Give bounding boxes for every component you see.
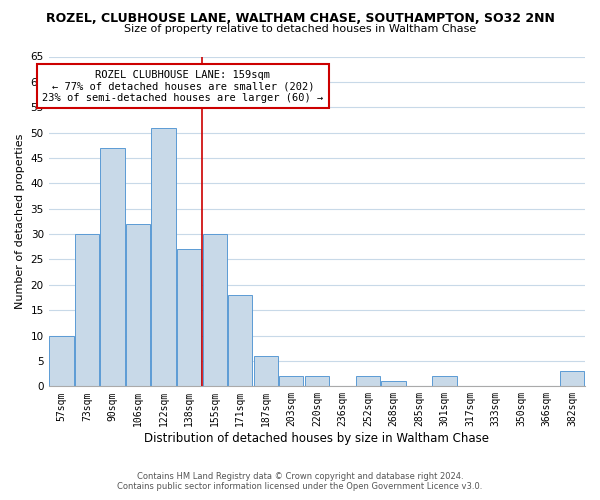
Y-axis label: Number of detached properties: Number of detached properties [15,134,25,309]
Bar [177,250,201,386]
Bar [382,382,406,386]
Text: Contains HM Land Registry data © Crown copyright and database right 2024.
Contai: Contains HM Land Registry data © Crown c… [118,472,482,491]
Text: ROZEL, CLUBHOUSE LANE, WALTHAM CHASE, SOUTHAMPTON, SO32 2NN: ROZEL, CLUBHOUSE LANE, WALTHAM CHASE, SO… [46,12,554,26]
Bar [126,224,150,386]
Bar [228,295,253,386]
Text: Size of property relative to detached houses in Waltham Chase: Size of property relative to detached ho… [124,24,476,34]
Bar [560,371,584,386]
Bar [305,376,329,386]
Bar [75,234,99,386]
Bar [433,376,457,386]
Bar [356,376,380,386]
Bar [279,376,304,386]
Text: ROZEL CLUBHOUSE LANE: 159sqm
← 77% of detached houses are smaller (202)
23% of s: ROZEL CLUBHOUSE LANE: 159sqm ← 77% of de… [42,70,323,103]
Bar [49,336,74,386]
Bar [203,234,227,386]
Bar [254,356,278,386]
Bar [151,128,176,386]
Bar [100,148,125,386]
X-axis label: Distribution of detached houses by size in Waltham Chase: Distribution of detached houses by size … [145,432,490,445]
